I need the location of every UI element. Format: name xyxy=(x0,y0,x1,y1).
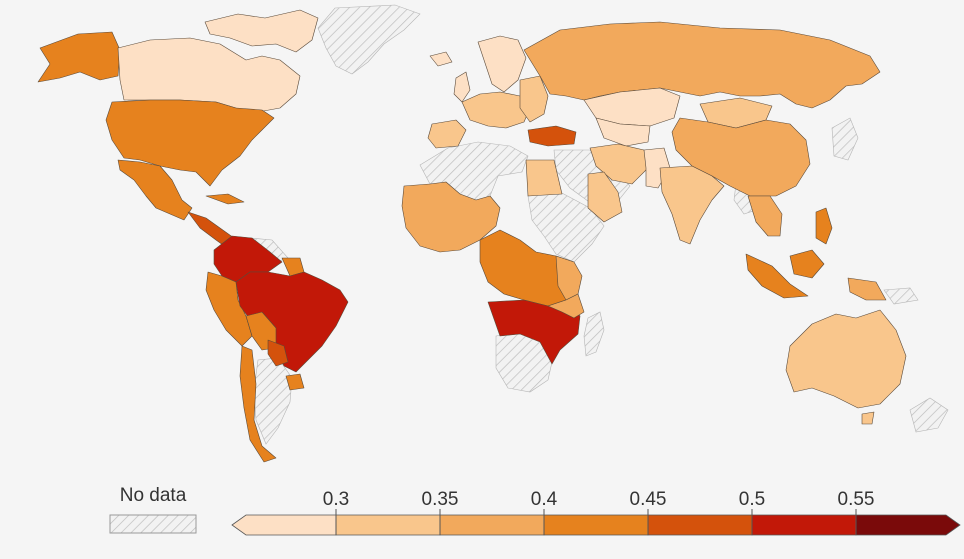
mexico-region[interactable] xyxy=(117,159,193,221)
borneo-region[interactable] xyxy=(789,249,825,279)
no-data-swatch xyxy=(109,514,197,534)
legend-bin-2 xyxy=(439,514,545,536)
paraguay-region[interactable] xyxy=(267,339,289,367)
australia-region[interactable] xyxy=(785,309,907,409)
legend-bin-5 xyxy=(751,514,857,536)
legend-bin-1 xyxy=(335,514,441,536)
new-guinea-region[interactable] xyxy=(847,277,887,301)
new-zealand-region[interactable] xyxy=(909,397,949,433)
legend: No data 0.3 0.35 0.4 0.45 0.5 0.55 xyxy=(109,485,961,536)
tanzania-region[interactable] xyxy=(547,293,585,319)
usa-region[interactable] xyxy=(105,99,275,187)
legend-bin-0 xyxy=(231,514,337,536)
tasmania-region[interactable] xyxy=(861,411,875,425)
russia-region[interactable] xyxy=(523,21,881,109)
iceland-region[interactable] xyxy=(429,51,453,67)
legend-tick-label-3: 0.45 xyxy=(630,489,667,510)
legend-bin-6 xyxy=(855,514,961,536)
color-scale: 0.3 0.35 0.4 0.45 0.5 0.55 xyxy=(231,489,961,536)
west-africa-region[interactable] xyxy=(401,181,501,253)
chile-region[interactable] xyxy=(239,345,277,463)
madagascar-region[interactable] xyxy=(583,311,605,357)
indonesia-region[interactable] xyxy=(745,253,809,299)
india-region[interactable] xyxy=(659,165,725,245)
iran-region[interactable] xyxy=(589,143,649,185)
east-africa-nodata-region[interactable] xyxy=(527,191,605,263)
pacific-islands-region[interactable] xyxy=(883,287,919,305)
no-data-label: No data xyxy=(120,485,187,506)
uk-region[interactable] xyxy=(453,71,471,103)
arctic-islands-region[interactable] xyxy=(204,9,319,53)
legend-bin-3 xyxy=(543,514,649,536)
philippines-region[interactable] xyxy=(815,207,833,245)
indochina-region[interactable] xyxy=(747,195,783,237)
legend-tick-label-1: 0.35 xyxy=(422,489,459,510)
central-asia-region[interactable] xyxy=(595,117,651,147)
southern-cone-nodata-region[interactable] xyxy=(253,357,293,445)
turkey-region[interactable] xyxy=(527,125,577,147)
legend-tick-label-4: 0.5 xyxy=(739,489,765,510)
scandinavia-region[interactable] xyxy=(477,35,527,93)
legend-tick-label-5: 0.55 xyxy=(838,489,875,510)
arabia-region[interactable] xyxy=(587,171,623,223)
uruguay-region[interactable] xyxy=(285,373,305,391)
iberia-region[interactable] xyxy=(427,119,467,149)
egypt-region[interactable] xyxy=(525,159,563,197)
legend-bin-4 xyxy=(647,514,753,536)
legend-tick-label-2: 0.4 xyxy=(531,489,558,510)
japan-region[interactable] xyxy=(831,117,859,161)
legend-tick-label-0: 0.3 xyxy=(323,489,349,510)
cuba-region[interactable] xyxy=(205,193,245,205)
angola-zambia-region[interactable] xyxy=(487,299,581,365)
china-region[interactable] xyxy=(671,117,811,197)
greenland-region[interactable] xyxy=(317,4,421,75)
alaska-region[interactable] xyxy=(37,31,121,83)
